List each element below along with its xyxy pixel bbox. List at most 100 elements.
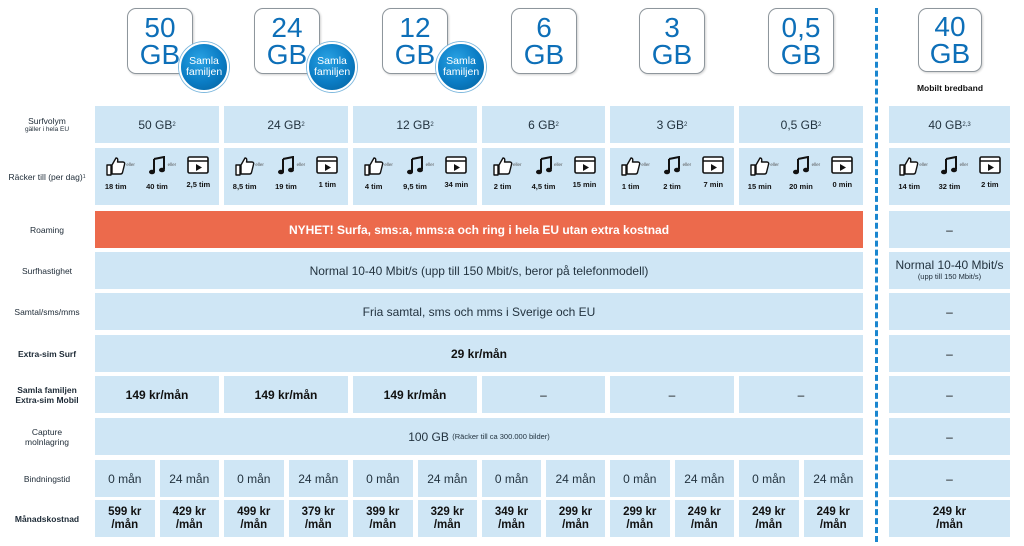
bindning-cell: 24 mån (417, 460, 477, 497)
samla-price-cell: 149 kr/mån (224, 376, 348, 413)
usage-value: 14 tim (898, 182, 920, 191)
eller-label: eller (554, 162, 563, 167)
bb-samla-cell: – (889, 376, 1010, 413)
price-cell: 299 kr/mån (610, 500, 670, 537)
thumbs-up-icon (749, 156, 771, 176)
eller-label: eller (255, 162, 264, 167)
music-note-icon (406, 156, 424, 176)
usage-item: 2 tim (486, 156, 519, 191)
video-play-icon (573, 156, 596, 174)
usage-item: 1 tim (311, 156, 344, 189)
usage-value: 20 min (789, 182, 813, 191)
eller-label: eller (919, 162, 928, 167)
plan-size: 24 (271, 12, 303, 43)
eller-label: eller (513, 162, 522, 167)
usage-item: 2 tim (655, 156, 688, 191)
plan-size: 40 (934, 11, 966, 42)
video-play-icon (702, 156, 725, 174)
usage-item: 32 tim (933, 156, 965, 191)
volume-cell: 6 GB 2 (482, 106, 605, 143)
price-cell: 249 kr/mån (739, 500, 799, 537)
usage-item: 9,5 tim (398, 156, 431, 191)
plan-card-3gb[interactable]: 3 GB (639, 8, 705, 74)
samla-price-cell: – (739, 376, 863, 413)
samla-price-cell: – (482, 376, 605, 413)
bindning-cell: 24 mån (546, 460, 605, 497)
row-label-bindningstid: Bindningstid (23, 473, 71, 484)
row-label-surfvolym: Surfvolym gäller i hela EU (24, 115, 70, 133)
price-cell: 329 kr/mån (417, 500, 477, 537)
music-note-icon (277, 156, 295, 176)
video-play-icon (445, 156, 468, 174)
usage-value: 0 min (832, 180, 853, 189)
eller-label: eller (770, 162, 779, 167)
bb-speed-cell: Normal 10-40 Mbit/s (upp till 150 Mbit/s… (889, 252, 1010, 289)
price-cell: 299 kr/mån (546, 500, 605, 537)
plan-unit: GB (523, 39, 565, 70)
speed-cell: Normal 10-40 Mbit/s (upp till 150 Mbit/s… (95, 252, 863, 289)
price-cell: 599 kr/mån (95, 500, 155, 537)
row-label-surfhastighet: Surfhastighet (21, 265, 73, 276)
samla-familjen-badge: Samla familjen (179, 42, 229, 92)
usage-value: 2 tim (663, 182, 681, 191)
usage-value: 8,5 tim (232, 182, 257, 191)
row-label-samtal: Samtal/sms/mms (14, 306, 80, 317)
usage-item: 20 min (784, 156, 817, 191)
plan-size: 50 (144, 12, 176, 43)
row-label-roaming: Roaming (29, 224, 65, 235)
plan-card-broadband-40gb[interactable]: 40 GB (918, 8, 982, 72)
eller-label: eller (425, 162, 435, 167)
eller-label: eller (811, 162, 821, 167)
bindning-cell: 0 mån (610, 460, 670, 497)
usage-value: 1 tim (621, 182, 640, 191)
usage-item: 4 tim (357, 156, 390, 191)
extrasim-cell: 29 kr/mån (95, 335, 863, 372)
thumbs-up-icon (234, 156, 256, 176)
plan-card-50gb[interactable]: 50 GB (127, 8, 193, 74)
capture-cell: 100 GB (Räcker till ca 300.000 bilder) (95, 418, 863, 455)
usage-value: 32 tim (938, 182, 961, 191)
usage-cell: 2 tim eller 4,5 tim eller 15 min (482, 148, 605, 205)
plan-card-0-5gb[interactable]: 0,5 GB (768, 8, 834, 74)
samla-familjen-badge: Samla familjen (307, 42, 357, 92)
plan-size: 12 (399, 12, 431, 43)
usage-cell: 4 tim eller 9,5 tim eller 34 min (353, 148, 477, 205)
usage-cell: 15 min eller 20 min eller 0 min (739, 148, 863, 205)
samla-price-cell: 149 kr/mån (353, 376, 477, 413)
eller-label: eller (641, 162, 650, 167)
bb-volume-cell: 40 GB 2,3 (889, 106, 1010, 143)
roaming-banner: NYHET! Surfa, sms:a, mms:a och ring i he… (95, 211, 863, 248)
plan-card-6gb[interactable]: 6 GB (511, 8, 577, 74)
usage-item: 14 tim (893, 156, 925, 191)
bb-capture-cell: – (889, 418, 1010, 455)
video-play-icon (316, 156, 339, 174)
plan-card-12gb[interactable]: 12 GB (382, 8, 448, 74)
bindning-cell: 0 mån (739, 460, 799, 497)
bb-bindning-cell: – (889, 460, 1010, 497)
music-note-icon (535, 156, 553, 176)
thumbs-up-icon (363, 156, 385, 176)
music-note-icon (940, 156, 958, 176)
plan-size: 3 (664, 12, 680, 43)
row-label-racker-till: Räcker till (per dag) 1 (8, 171, 86, 182)
usage-item: 1 tim (614, 156, 647, 191)
usage-item: 0 min (826, 156, 859, 189)
usage-item: 8,5 tim (228, 156, 261, 191)
usage-cell: 18 tim eller 40 tim eller 2,5 tim (95, 148, 219, 205)
row-label-samla-familjen: Samla familjen Extra-sim Mobil (15, 384, 79, 405)
usage-value: 19 tim (275, 182, 297, 191)
music-note-icon (792, 156, 810, 176)
video-play-icon (831, 156, 854, 174)
usage-item: 7 min (697, 156, 730, 189)
bindning-cell: 24 mån (159, 460, 219, 497)
video-play-icon (187, 156, 210, 174)
bindning-cell: 24 mån (803, 460, 863, 497)
eller-label: eller (167, 162, 177, 167)
usage-value: 40 tim (146, 182, 168, 191)
plan-unit: GB (266, 39, 308, 70)
row-label-manadskostnad: Månadskostnad (14, 513, 80, 524)
price-cell: 399 kr/mån (353, 500, 413, 537)
usage-cell: 8,5 tim eller 19 tim eller 1 tim (224, 148, 348, 205)
usage-value: 4,5 tim (531, 182, 556, 191)
usage-value: 2,5 tim (186, 180, 211, 189)
